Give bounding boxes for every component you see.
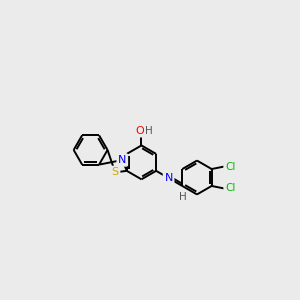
Text: H: H [179,192,187,202]
Text: Cl: Cl [225,162,235,172]
Text: Cl: Cl [225,183,235,193]
Text: S: S [112,167,119,177]
Text: O: O [136,126,144,136]
Text: N: N [164,173,173,183]
Text: N: N [118,155,127,165]
Text: H: H [145,126,153,136]
